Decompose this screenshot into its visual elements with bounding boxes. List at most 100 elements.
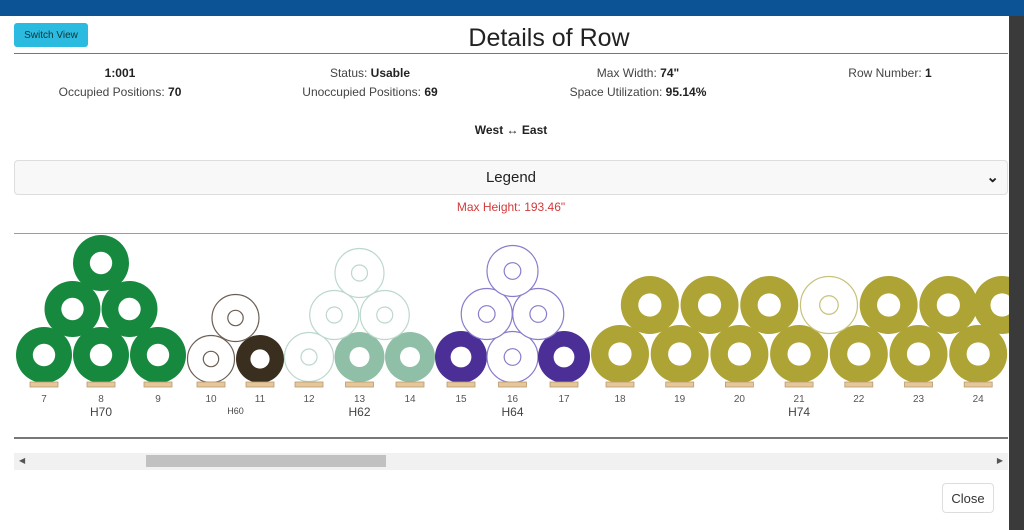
status-value: Usable: [370, 66, 411, 80]
roll-occupied[interactable]: [859, 276, 918, 334]
roll-occupied[interactable]: [949, 325, 1008, 383]
close-button[interactable]: Close: [942, 483, 994, 513]
roll-occupied[interactable]: [710, 325, 769, 383]
pallet: [784, 381, 814, 388]
pallet: [446, 381, 476, 388]
roll-occupied[interactable]: [538, 331, 590, 383]
roll-occupied[interactable]: [973, 276, 1009, 334]
status-label: Status:: [329, 66, 368, 80]
roll-empty[interactable]: [512, 287, 565, 341]
roll-body: [512, 287, 565, 341]
unoccupied-label: Unoccupied Positions:: [302, 85, 422, 99]
pallet: [143, 381, 173, 388]
roll-body: [186, 334, 236, 384]
position-number: 16: [507, 394, 519, 405]
roll-empty[interactable]: [799, 275, 859, 335]
max-width-label: Max Width:: [596, 66, 657, 80]
roll-core: [787, 342, 811, 366]
roll-core: [250, 349, 270, 369]
roll-occupied[interactable]: [73, 235, 129, 291]
roll-occupied[interactable]: [101, 281, 158, 337]
utilization-value: 95.14%: [665, 85, 707, 99]
position-number: 22: [853, 394, 865, 405]
pallet: [605, 381, 635, 388]
roll-core: [990, 293, 1009, 317]
max-height-label: Max Height: 193.46": [456, 200, 566, 214]
roll-occupied[interactable]: [740, 276, 799, 334]
roll-core: [227, 309, 244, 327]
roll-occupied[interactable]: [16, 327, 72, 383]
roll-core: [503, 348, 522, 366]
unoccupied-value: 69: [424, 85, 438, 99]
scroll-right-arrow-icon[interactable]: ▶: [996, 456, 1003, 465]
roll-body: [359, 289, 410, 341]
roll-occupied[interactable]: [650, 325, 709, 383]
roll-empty[interactable]: [283, 331, 335, 383]
roll-body: [486, 244, 539, 298]
roll-occupied[interactable]: [385, 332, 435, 382]
roll-core: [819, 295, 839, 315]
roll-core: [450, 346, 472, 368]
roll-empty[interactable]: [186, 334, 236, 384]
pallet: [665, 381, 695, 388]
roll-core: [477, 305, 496, 323]
roll-occupied[interactable]: [236, 335, 284, 383]
roll-core: [553, 346, 575, 368]
switch-view-button[interactable]: Switch View: [14, 23, 88, 47]
roll-core: [89, 343, 113, 367]
roll-core: [300, 348, 318, 366]
pallet: [498, 381, 527, 388]
status-block: Status: Usable Unoccupied Positions: 69: [290, 64, 450, 102]
position-number: 21: [794, 394, 806, 405]
roll-body: [799, 275, 859, 335]
pallet: [549, 381, 579, 388]
group-label: H64: [501, 405, 523, 419]
roll-occupied[interactable]: [130, 327, 186, 383]
divider: [14, 437, 1008, 439]
roll-core: [400, 347, 420, 367]
roll-occupied[interactable]: [680, 276, 739, 334]
roll-occupied[interactable]: [620, 276, 679, 334]
roll-occupied[interactable]: [44, 281, 101, 337]
pallet: [86, 381, 116, 388]
roll-body: [334, 247, 385, 299]
roll-occupied[interactable]: [73, 327, 129, 383]
pallet: [844, 381, 874, 388]
position-number: 11: [255, 394, 266, 405]
scroll-left-arrow-icon[interactable]: ◀: [19, 456, 26, 465]
roll-empty[interactable]: [211, 293, 260, 343]
legend-accordion[interactable]: Legend ⌄: [14, 160, 1008, 195]
pallet: [904, 381, 933, 388]
roll-core: [202, 350, 220, 368]
divider: [14, 53, 1008, 54]
scrollbar-thumb[interactable]: [146, 455, 386, 467]
roll-occupied[interactable]: [919, 276, 978, 334]
group-label: H60: [227, 406, 244, 416]
roll-empty[interactable]: [486, 330, 539, 384]
pallet: [345, 381, 374, 388]
position-number: 15: [455, 394, 467, 405]
roll-occupied[interactable]: [591, 325, 649, 383]
roll-core: [966, 342, 990, 366]
roll-occupied[interactable]: [435, 331, 487, 383]
roll-core: [61, 297, 84, 321]
max-height-line: [14, 233, 1008, 234]
roll-occupied[interactable]: [334, 332, 385, 382]
position-number: 18: [614, 394, 626, 405]
roll-occupied[interactable]: [770, 325, 829, 383]
roll-empty[interactable]: [486, 244, 539, 298]
roll-empty[interactable]: [334, 247, 385, 299]
roll-core: [349, 347, 370, 367]
roll-occupied[interactable]: [829, 325, 888, 383]
horizontal-scrollbar[interactable]: ◀ ▶: [14, 453, 1008, 470]
roll-empty[interactable]: [309, 289, 360, 341]
roll-empty[interactable]: [359, 289, 410, 341]
roll-empty[interactable]: [460, 287, 513, 341]
pallet: [245, 381, 275, 388]
pallet: [963, 381, 993, 388]
row-id-block: 1:001 Occupied Positions: 70: [40, 64, 200, 102]
chevron-down-icon[interactable]: ⌄: [986, 169, 999, 186]
pallet: [29, 381, 59, 388]
group-label: H62: [348, 405, 370, 419]
roll-occupied[interactable]: [889, 325, 948, 383]
